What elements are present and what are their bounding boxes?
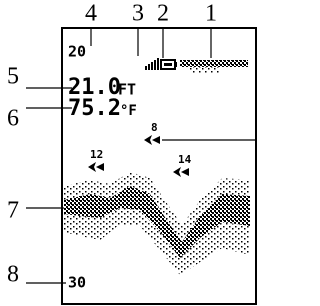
fish-depth: 12 xyxy=(90,148,103,161)
callout: 8 xyxy=(7,262,19,288)
battery xyxy=(161,60,177,69)
temperature-unit: °F xyxy=(120,103,137,119)
callout: 3 xyxy=(132,1,144,27)
callout: 4 xyxy=(85,1,97,27)
fish-depth: 8 xyxy=(151,121,158,134)
fishfinder-diagram: 1 2 3 4 5 6 7 8 20 21.0 FT 75.2 °F 8 12 … xyxy=(0,0,258,306)
temperature: 75.2 xyxy=(68,96,121,121)
callout: 1 xyxy=(205,1,217,27)
callout: 6 xyxy=(7,106,19,132)
fish-depth: 14 xyxy=(178,153,192,166)
callout: 5 xyxy=(7,64,19,90)
surface-clutter xyxy=(190,67,220,73)
range-top: 20 xyxy=(68,43,86,61)
callout: 7 xyxy=(7,198,19,224)
callout: 2 xyxy=(157,1,169,27)
surface-clutter xyxy=(180,60,248,67)
range-bottom: 30 xyxy=(68,274,86,292)
